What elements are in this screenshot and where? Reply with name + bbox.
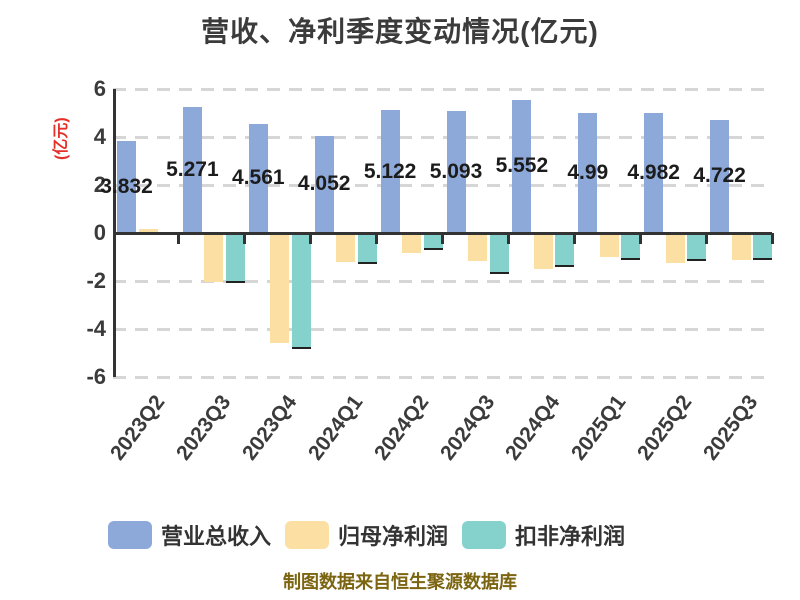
bar-revenue	[446, 110, 466, 233]
bar-net-profit	[336, 233, 356, 262]
x-axis-tick	[770, 233, 774, 244]
bar-revenue	[117, 141, 136, 233]
bar-non-gaap-profit	[621, 233, 641, 260]
x-tick-label-2024Q3: 2024Q3	[435, 391, 499, 465]
bar-non-gaap-profit	[225, 233, 245, 284]
x-axis-tick	[638, 233, 642, 244]
bar-revenue	[578, 113, 598, 233]
bar-non-gaap-profit	[489, 233, 509, 274]
y-tick-label: 4	[93, 124, 106, 149]
bar-revenue	[248, 123, 268, 233]
legend: 营业总收入 归母净利润 扣非净利润	[108, 519, 625, 551]
bar-value-label: 4.982	[627, 161, 680, 185]
bar-net-profit	[731, 233, 751, 260]
x-axis-tick	[441, 233, 444, 244]
y-tick-label: 6	[93, 76, 106, 101]
y-tick-label: 2	[93, 172, 106, 197]
bar-revenue	[710, 119, 730, 233]
bar-net-profit	[468, 233, 487, 261]
bar-non-gaap-profit	[423, 233, 443, 250]
x-axis-tick	[177, 233, 181, 244]
x-tick-label-2025Q2: 2025Q2	[633, 391, 697, 465]
bar-revenue	[644, 113, 664, 233]
chart-title: 营收、净利季度变动情况(亿元)	[201, 16, 599, 47]
x-tick-label-2024Q2: 2024Q2	[369, 391, 433, 465]
bar-value-label: 5.122	[363, 159, 417, 183]
x-axis-tick	[309, 233, 313, 244]
bar-value-label: 4.722	[693, 164, 746, 188]
x-tick-label-2023Q4: 2023Q4	[237, 391, 302, 465]
x-tick-label-2023Q3: 2023Q3	[171, 391, 236, 465]
bar-value-label: 4.99	[567, 161, 609, 185]
bar-value-label: 4.052	[297, 172, 351, 196]
bar-revenue	[380, 110, 400, 233]
x-axis-tick	[704, 233, 708, 244]
legend-item-non-gaap-profit: 扣非净利润	[462, 519, 625, 551]
footer-note: 制图数据来自恒生聚源数据库	[283, 572, 517, 592]
bar-revenue	[314, 135, 334, 233]
bar-net-profit	[270, 233, 290, 343]
y-axis-line	[113, 89, 116, 377]
bar-non-gaap-profit	[687, 233, 707, 261]
legend-swatch-revenue	[108, 521, 152, 549]
y-tick-label: -4	[86, 316, 106, 341]
bar-net-profit	[599, 233, 619, 257]
gridline	[113, 279, 772, 283]
legend-label-revenue: 营业总收入	[161, 524, 272, 549]
x-tick-label-2025Q1: 2025Q1	[567, 391, 631, 465]
legend-item-net-profit: 归母净利润	[285, 519, 448, 551]
bar-non-gaap-profit	[291, 233, 311, 350]
bar-revenue	[512, 99, 532, 233]
gridline	[113, 135, 772, 139]
bar-value-label: 5.093	[429, 159, 483, 183]
legend-swatch-net-profit	[285, 521, 330, 549]
y-tick-label: -6	[86, 364, 106, 389]
bar-non-gaap-profit	[555, 233, 575, 268]
bar-net-profit	[533, 233, 553, 269]
x-tick-label-2023Q2: 2023Q2	[106, 391, 170, 465]
gridline	[113, 327, 772, 331]
bar-non-gaap-profit	[357, 233, 377, 264]
x-axis-tick	[506, 233, 510, 244]
bar-value-label: 4.561	[232, 166, 285, 190]
y-tick-label: -2	[86, 268, 106, 293]
x-axis-tick	[375, 233, 379, 244]
x-tick-label-2025Q3: 2025Q3	[699, 391, 763, 465]
gridline	[113, 183, 772, 187]
bar-non-gaap-profit	[753, 233, 773, 261]
bar-value-label: 3.832	[100, 175, 153, 198]
x-tick-label-2024Q4: 2024Q4	[501, 391, 565, 465]
legend-label-non-gaap-profit: 扣非净利润	[515, 524, 626, 549]
bar-net-profit	[402, 233, 422, 253]
x-tick-label-2024Q1: 2024Q1	[303, 391, 368, 465]
bar-value-label: 5.271	[166, 157, 219, 181]
bar-value-label: 5.552	[495, 154, 549, 178]
y-tick-label: 0	[93, 220, 106, 245]
legend-label-net-profit: 归母净利润	[338, 524, 449, 549]
legend-swatch-non-gaap-profit	[462, 521, 507, 549]
x-axis-tick	[243, 233, 247, 244]
bar-net-profit	[138, 228, 158, 233]
bar-revenue	[182, 106, 202, 233]
gridline	[113, 87, 772, 91]
bar-net-profit	[204, 233, 224, 282]
bar-net-profit	[665, 233, 685, 264]
x-axis-tick	[572, 233, 576, 244]
gridline	[113, 375, 772, 379]
legend-item-revenue: 营业总收入	[108, 519, 271, 551]
